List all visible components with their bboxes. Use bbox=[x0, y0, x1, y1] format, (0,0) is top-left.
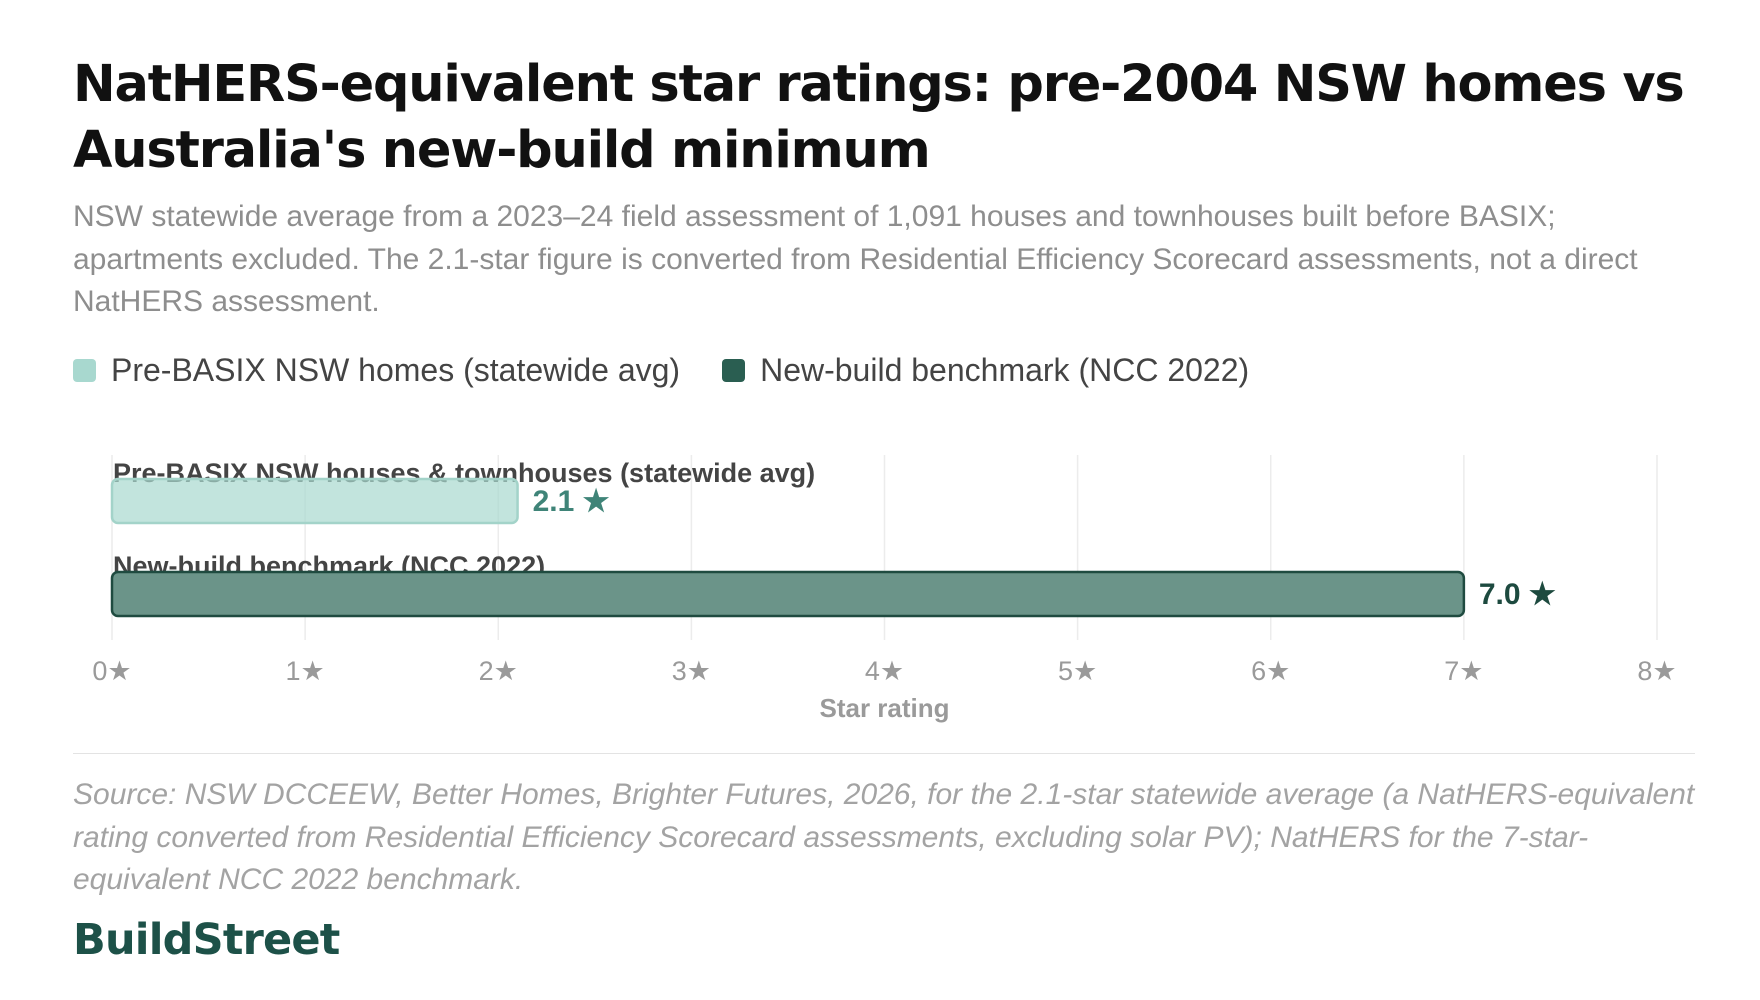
legend-swatch-pre-basix bbox=[73, 359, 96, 382]
legend: Pre-BASIX NSW homes (statewide avg) New-… bbox=[73, 352, 1291, 389]
x-tick-label: 2★ bbox=[479, 656, 518, 686]
chart-subtitle: NSW statewide average from a 2023–24 fie… bbox=[73, 200, 1638, 318]
legend-label-new-build: New-build benchmark (NCC 2022) bbox=[760, 352, 1250, 388]
legend-swatch-new-build bbox=[722, 359, 746, 382]
x-tick-label: 5★ bbox=[1058, 656, 1097, 686]
x-tick-label: 0★ bbox=[92, 656, 131, 686]
source-note: Source: NSW DCCEEW, Better Homes, Bright… bbox=[73, 778, 1695, 896]
bar-value-label: 7.0 ★ bbox=[1479, 578, 1556, 611]
x-tick-label: 3★ bbox=[672, 656, 711, 686]
chart-title: NatHERS-equivalent star ratings: pre-200… bbox=[73, 55, 1685, 180]
x-tick-label: 1★ bbox=[286, 656, 325, 686]
legend-item-new-build: New-build benchmark (NCC 2022) bbox=[722, 352, 1249, 389]
bar-value-label: 2.1 ★ bbox=[533, 485, 610, 518]
brand-logo: BuildStreet bbox=[73, 915, 340, 965]
legend-label-pre-basix: Pre-BASIX NSW homes (statewide avg) bbox=[111, 352, 681, 388]
x-axis-label: Star rating bbox=[819, 693, 949, 723]
x-tick-label: 4★ bbox=[865, 656, 904, 686]
x-tick-label: 6★ bbox=[1251, 656, 1290, 686]
footer-divider bbox=[73, 753, 1695, 754]
legend-item-pre-basix: Pre-BASIX NSW homes (statewide avg) bbox=[73, 352, 680, 389]
x-tick-label: 8★ bbox=[1637, 656, 1676, 686]
x-tick-label: 7★ bbox=[1444, 656, 1483, 686]
bar bbox=[110, 477, 519, 525]
bar-chart: 0★ 1★ 2★ 3★ 4★ 5★ 6★ 7★ 8★Pre-BASIX NSW houses &… bbox=[92, 455, 1677, 723]
bar bbox=[110, 570, 1466, 618]
